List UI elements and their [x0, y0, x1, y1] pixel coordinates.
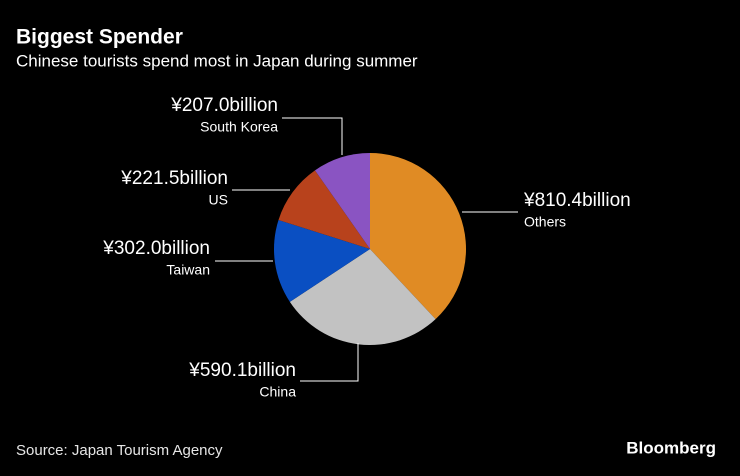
category-label: US — [209, 192, 228, 208]
category-label: China — [259, 384, 296, 400]
category-label: Taiwan — [166, 262, 210, 278]
leader-line — [300, 343, 359, 382]
pie-slice — [370, 153, 467, 320]
pie-slice — [278, 170, 370, 249]
value-label: ¥207.0billion — [170, 95, 278, 116]
pie-slice — [314, 153, 370, 249]
brand: Bloomberg — [626, 438, 716, 457]
value-label: ¥302.0billion — [102, 238, 210, 259]
value-label: ¥221.5billion — [120, 168, 228, 189]
chart-subtitle: Chinese tourists spend most in Japan dur… — [16, 51, 418, 70]
leader-line — [282, 117, 343, 155]
category-label: Others — [524, 214, 566, 230]
category-label: South Korea — [200, 119, 278, 135]
pie-slice — [274, 219, 370, 302]
chart-title: Biggest Spender — [16, 26, 183, 49]
value-label: ¥590.1billion — [188, 360, 296, 381]
pie-slice — [289, 249, 436, 346]
source: Source: Japan Tourism Agency — [16, 442, 223, 459]
value-label: ¥810.4billion — [523, 190, 631, 211]
